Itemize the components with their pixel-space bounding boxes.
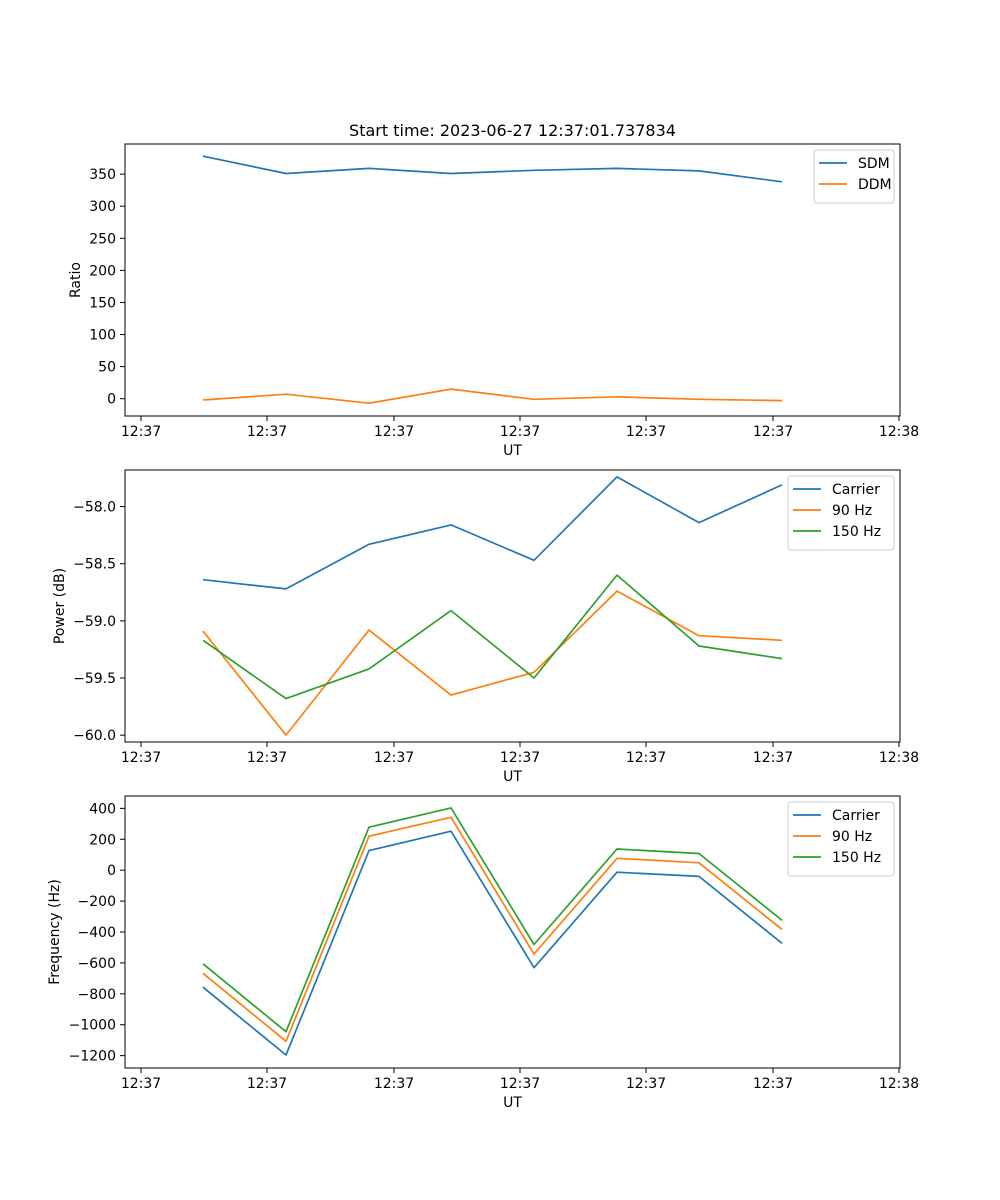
legend-entry: Carrier — [832, 482, 880, 498]
figure-title: Start time: 2023-06-27 12:37:01.737834 — [349, 121, 676, 140]
y-tick-label: 250 — [89, 231, 116, 247]
x-tick-label: 12:38 — [879, 750, 919, 766]
x-tick-label: 12:38 — [879, 424, 919, 440]
y-tick-label: −1200 — [69, 1049, 116, 1065]
y-tick-label: 200 — [89, 263, 116, 279]
series-lines — [202, 807, 783, 1056]
y-axis-label: Frequency (Hz) — [47, 879, 63, 985]
y-tick-label: 100 — [89, 328, 116, 344]
x-axis-label: UT — [503, 769, 522, 785]
y-tick-label: −200 — [78, 894, 116, 910]
series-line-90-hz — [202, 816, 783, 1043]
x-axis-ticks: 12:37 12:37 12:37 12:37 12:37 12:37 12:38 — [121, 1068, 919, 1092]
y-tick-label: 0 — [107, 392, 116, 408]
series-line-sdm — [202, 155, 783, 183]
x-tick-label: 12:37 — [626, 750, 666, 766]
y-axis-ticks: −1200 −1000 −800 −600 −400 −200 0 200 400 — [69, 801, 125, 1065]
x-axis-ticks: 12:37 12:37 12:37 12:37 12:37 12:37 12:38 — [121, 742, 919, 766]
x-tick-label: 12:37 — [121, 1076, 161, 1092]
y-tick-label: −59.5 — [73, 671, 116, 687]
axes-frame — [124, 469, 901, 743]
x-tick-label: 12:37 — [753, 1076, 793, 1092]
y-tick-label: 200 — [89, 832, 116, 848]
y-tick-label: −800 — [78, 987, 116, 1003]
series-lines — [202, 476, 783, 736]
x-tick-label: 12:37 — [500, 424, 540, 440]
legend-entry: SDM — [858, 156, 890, 172]
x-tick-label: 12:37 — [753, 750, 793, 766]
y-axis-label: Ratio — [68, 262, 84, 298]
x-tick-label: 12:38 — [879, 1076, 919, 1092]
y-tick-label: −600 — [78, 956, 116, 972]
x-tick-label: 12:37 — [247, 424, 287, 440]
x-tick-label: 12:37 — [374, 424, 414, 440]
x-tick-label: 12:37 — [121, 750, 161, 766]
y-tick-label: −58.0 — [73, 500, 116, 516]
x-tick-label: 12:37 — [500, 1076, 540, 1092]
x-axis-label: UT — [503, 443, 522, 459]
y-tick-label: −60.0 — [73, 728, 116, 744]
legend: Carrier 90 Hz 150 Hz — [787, 475, 895, 551]
subplots: 12:37 12:37 12:37 12:37 12:37 12:37 12:38 0 50 10… — [47, 143, 919, 1111]
legend: SDM DDM — [813, 149, 895, 204]
series-line-150-hz — [202, 574, 783, 700]
series-line-90-hz — [202, 590, 783, 736]
legend: Carrier 90 Hz 150 Hz — [787, 801, 895, 877]
y-tick-label: 50 — [98, 360, 116, 376]
x-tick-label: 12:37 — [626, 424, 666, 440]
y-tick-label: 300 — [89, 199, 116, 215]
legend-entry: 150 Hz — [832, 524, 881, 540]
x-tick-label: 12:37 — [626, 1076, 666, 1092]
y-axis-ticks: 0 50 100 150 200 250 300 350 — [89, 167, 125, 408]
axes-frame — [124, 143, 901, 417]
subplot-1: 12:37 12:37 12:37 12:37 12:37 12:37 12:38 0 50 10… — [68, 143, 919, 459]
y-tick-label: −400 — [78, 925, 116, 941]
y-tick-label: −1000 — [69, 1018, 116, 1034]
legend-entry: 150 Hz — [832, 850, 881, 866]
y-tick-label: 350 — [89, 167, 116, 183]
x-tick-label: 12:37 — [374, 750, 414, 766]
series-line-carrier — [202, 476, 783, 590]
y-axis-label: Power (dB) — [52, 568, 68, 644]
x-tick-label: 12:37 — [753, 424, 793, 440]
y-axis-ticks: −60.0 −59.5 −59.0 −58.5 −58.0 — [73, 500, 125, 744]
x-tick-label: 12:37 — [500, 750, 540, 766]
series-line-ddm — [202, 388, 783, 405]
y-tick-label: −58.5 — [73, 557, 116, 573]
subplot-3: 12:37 12:37 12:37 12:37 12:37 12:37 12:38 −1200… — [47, 795, 919, 1111]
x-tick-label: 12:37 — [121, 424, 161, 440]
legend-entry: DDM — [858, 177, 892, 193]
legend-entry: 90 Hz — [832, 503, 872, 519]
x-tick-label: 12:37 — [247, 1076, 287, 1092]
legend-entry: Carrier — [832, 808, 880, 824]
x-axis-label: UT — [503, 1095, 522, 1111]
series-line-carrier — [202, 830, 783, 1056]
y-tick-label: 150 — [89, 295, 116, 311]
y-tick-label: 400 — [89, 801, 116, 817]
series-lines — [202, 155, 783, 405]
y-tick-label: −59.0 — [73, 614, 116, 630]
series-line-150-hz — [202, 807, 783, 1033]
x-axis-ticks: 12:37 12:37 12:37 12:37 12:37 12:37 12:38 — [121, 416, 919, 440]
legend-entry: 90 Hz — [832, 829, 872, 845]
x-tick-label: 12:37 — [374, 1076, 414, 1092]
subplot-2: 12:37 12:37 12:37 12:37 12:37 12:37 12:38 −60.0… — [52, 469, 919, 785]
y-tick-label: 0 — [107, 863, 116, 879]
x-tick-label: 12:37 — [247, 750, 287, 766]
